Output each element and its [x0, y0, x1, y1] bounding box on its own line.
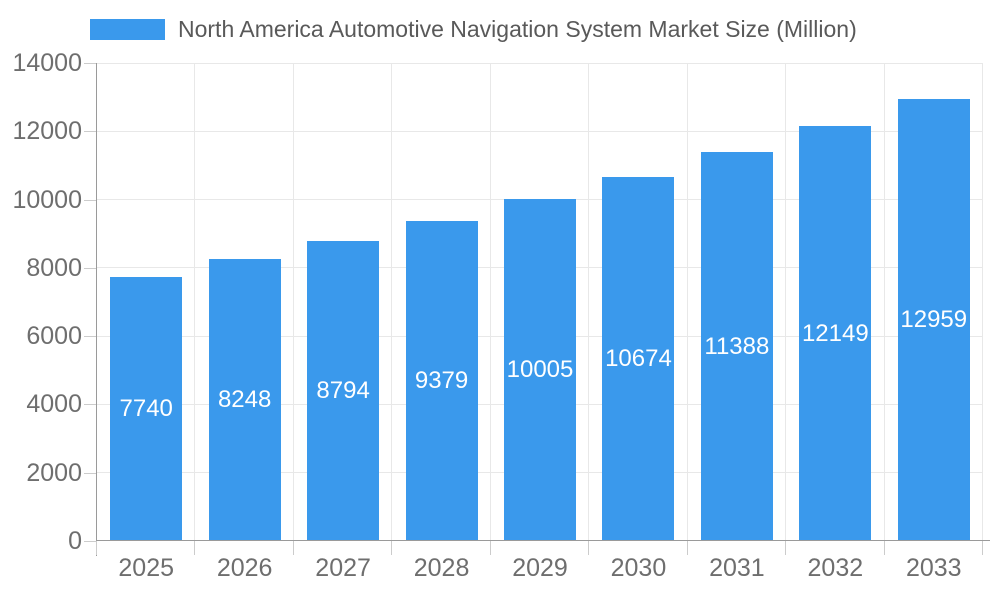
bar-2027: 8794 [307, 241, 380, 541]
bar-2025: 7740 [110, 277, 183, 541]
x-tick-label: 2026 [216, 554, 273, 582]
y-tick-label: 0 [68, 527, 82, 555]
x-gridline [588, 63, 590, 541]
y-tick-mark [84, 63, 96, 64]
y-tick-label: 8000 [26, 253, 82, 282]
y-tick-label: 2000 [26, 458, 82, 487]
x-tick-mark [292, 541, 294, 555]
x-tick-label: 2025 [118, 554, 175, 582]
y-tick-mark [84, 404, 96, 406]
y-tick-mark [84, 199, 96, 201]
x-gridline [883, 63, 885, 541]
bar-2026: 8248 [208, 259, 281, 541]
bar-value-label: 10674 [605, 345, 672, 372]
bar-value-label: 12959 [900, 306, 968, 333]
x-tick-mark [883, 541, 885, 555]
x-tick-mark [96, 541, 97, 555]
y-tick-label: 10000 [12, 185, 82, 214]
x-gridline [785, 63, 787, 541]
y-tick-mark [84, 336, 96, 338]
legend-label: North America Automotive Navigation Syst… [178, 16, 857, 42]
y-tick-mark [84, 541, 96, 542]
x-gridline [391, 63, 393, 541]
y-tick-label: 6000 [26, 322, 82, 351]
bar-value-label: 10005 [506, 356, 574, 383]
y-gridline [97, 130, 983, 132]
y-tick-mark [84, 472, 96, 474]
plot-area: 7740 8248 8794 9379 10005 10674 11388 12149 1295… [97, 62, 983, 541]
x-axis-line [96, 540, 990, 541]
x-tick-mark [489, 541, 491, 555]
x-tick-mark [391, 541, 393, 555]
x-tick-mark [194, 541, 196, 555]
x-gridline [292, 63, 294, 541]
bar-value-label: 12149 [801, 319, 869, 347]
x-tick-mark [588, 541, 590, 555]
y-gridline [97, 62, 983, 64]
x-tick-mark [785, 541, 787, 555]
x-gridline [489, 63, 491, 541]
bar-value-label: 9379 [414, 367, 469, 394]
x-tick-mark [982, 541, 983, 555]
x-tick-label: 2029 [512, 554, 568, 582]
x-tick-label: 2033 [905, 554, 962, 582]
y-tick-mark [84, 267, 96, 269]
y-tick-label: 14000 [12, 49, 82, 77]
x-tick-label: 2030 [610, 554, 667, 582]
x-gridline [194, 63, 196, 541]
bar-value-label: 8794 [316, 377, 370, 404]
x-tick-mark [686, 541, 688, 555]
x-tick-label: 2032 [807, 554, 864, 582]
x-tick-label: 2031 [709, 554, 765, 582]
x-gridline [982, 63, 983, 541]
bar-value-label: 11388 [704, 332, 770, 360]
x-gridline [686, 63, 688, 541]
bar-2031: 11388 [700, 152, 773, 541]
bar-2032: 12149 [799, 126, 872, 541]
bar-value-label: 8248 [217, 386, 272, 413]
x-tick-label: 2028 [413, 554, 470, 582]
legend[interactable]: North America Automotive Navigation Syst… [90, 16, 857, 43]
bar-2029: 10005 [504, 199, 576, 541]
y-axis-line [96, 63, 97, 556]
y-tick-mark [84, 131, 96, 133]
legend-swatch [90, 19, 165, 40]
bar-2033: 12959 [897, 99, 970, 541]
bar-value-label: 7740 [119, 395, 173, 422]
y-tick-label: 4000 [26, 390, 82, 419]
bar-2028: 9379 [405, 221, 478, 541]
y-tick-label: 12000 [12, 117, 82, 146]
bar-2030: 10674 [602, 177, 675, 541]
x-tick-label: 2027 [315, 554, 371, 582]
